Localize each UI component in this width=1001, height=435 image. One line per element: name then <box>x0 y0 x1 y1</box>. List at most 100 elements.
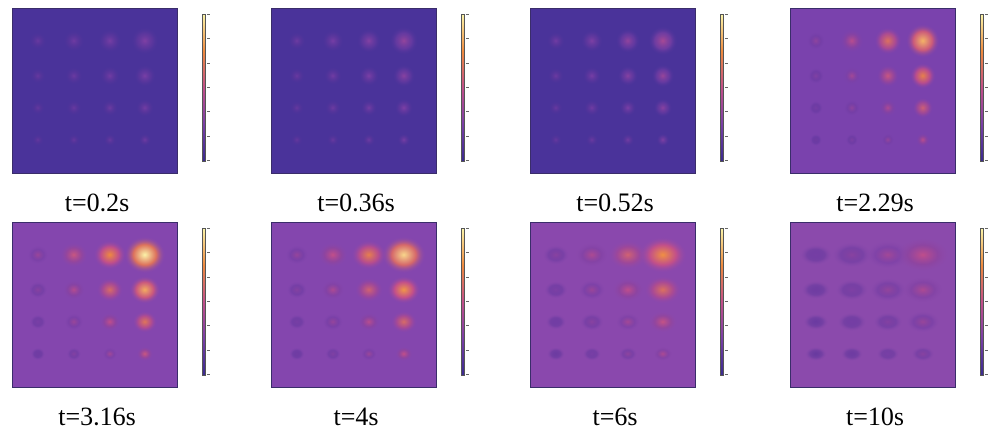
bubble <box>26 244 50 266</box>
bubble <box>287 314 307 330</box>
bubble <box>30 347 46 361</box>
bubble <box>62 279 86 301</box>
bubble <box>652 346 674 362</box>
colorbar-tick <box>466 87 469 88</box>
colorbar <box>461 228 465 376</box>
bubble <box>836 312 868 332</box>
colorbar <box>720 228 724 376</box>
time-caption: t=6s <box>592 402 638 431</box>
colorbar-tick <box>985 87 988 88</box>
panel-3 <box>530 8 740 218</box>
colorbar-tick <box>466 350 469 351</box>
bubble <box>807 67 825 85</box>
bubble-layer <box>26 236 166 362</box>
bubble <box>287 31 307 51</box>
bubble <box>881 133 895 147</box>
colorbar-tick <box>725 63 728 64</box>
bubble <box>831 241 873 269</box>
bubble <box>546 347 566 361</box>
time-caption: t=10s <box>845 402 904 431</box>
colorbar-tick <box>725 136 728 137</box>
bubble <box>808 100 824 116</box>
bubble <box>286 281 308 299</box>
bubble <box>30 100 46 116</box>
bubble <box>99 65 121 87</box>
bubble <box>799 244 833 266</box>
bubble <box>579 312 605 332</box>
colorbar-tick <box>466 325 469 326</box>
bubble <box>839 28 865 54</box>
bubble <box>324 347 342 361</box>
bubble <box>62 29 86 53</box>
bubble <box>842 66 862 86</box>
bubble <box>802 313 830 331</box>
bubble <box>611 277 645 303</box>
colorbar-tick <box>985 38 988 39</box>
bubble <box>840 346 864 362</box>
bubble-layer <box>284 236 427 362</box>
bubble <box>354 277 384 303</box>
bubble <box>357 312 381 332</box>
bubble <box>845 133 859 147</box>
bubble <box>872 312 904 332</box>
colorbar-tick <box>725 87 728 88</box>
bubble <box>615 312 641 332</box>
colorbar-tick <box>466 277 469 278</box>
bubble <box>284 244 310 266</box>
bubble <box>615 28 641 54</box>
bubble <box>901 276 945 304</box>
colorbar-tick <box>985 277 988 278</box>
colorbar-tick <box>466 252 469 253</box>
bubble <box>809 133 823 147</box>
bubble <box>381 236 427 274</box>
time-caption: t=2.29s <box>836 188 914 217</box>
bubble <box>132 310 158 334</box>
colorbar-tick <box>725 14 728 15</box>
bubble <box>582 346 602 362</box>
bubble <box>621 133 635 147</box>
bubble-layer <box>28 26 160 147</box>
bubble <box>868 277 908 303</box>
colorbar-tick <box>466 14 469 15</box>
bubble <box>326 133 340 147</box>
bubble <box>843 99 861 117</box>
bubble <box>324 99 342 117</box>
colorbar-tick <box>207 160 210 161</box>
bubble-layer <box>287 26 419 147</box>
heatmap-field <box>790 222 956 388</box>
bubble <box>879 99 897 117</box>
colorbar <box>461 14 465 162</box>
panel-5 <box>12 222 222 432</box>
bubble <box>656 133 670 147</box>
colorbar-tick <box>466 228 469 229</box>
bubble <box>356 28 382 54</box>
bubble-layer <box>542 236 688 362</box>
colorbar-tick <box>466 160 469 161</box>
colorbar-tick <box>466 111 469 112</box>
bubble <box>65 99 83 117</box>
panel-6 <box>271 222 481 432</box>
colorbar-tick <box>207 301 210 302</box>
colorbar-tick <box>725 301 728 302</box>
bubble <box>580 29 604 53</box>
heatmap-field <box>790 8 956 174</box>
bubble <box>360 346 378 362</box>
bubble <box>617 65 639 87</box>
colorbar-tick <box>985 14 988 15</box>
bubble <box>804 346 828 362</box>
bubble <box>317 242 349 268</box>
colorbar <box>720 14 724 162</box>
bubble <box>577 279 607 301</box>
bubble <box>619 99 637 117</box>
bubble-layer <box>806 23 941 148</box>
time-caption: t=0.2s <box>64 188 130 217</box>
bubble <box>288 67 306 85</box>
bubble <box>138 133 152 147</box>
bubble <box>320 279 346 301</box>
bubble <box>638 236 688 274</box>
bubble <box>395 346 413 362</box>
colorbar-tick <box>725 252 728 253</box>
bubble <box>29 314 47 330</box>
time-caption: t=0.52s <box>576 188 654 217</box>
time-caption: t=4s <box>333 402 379 431</box>
